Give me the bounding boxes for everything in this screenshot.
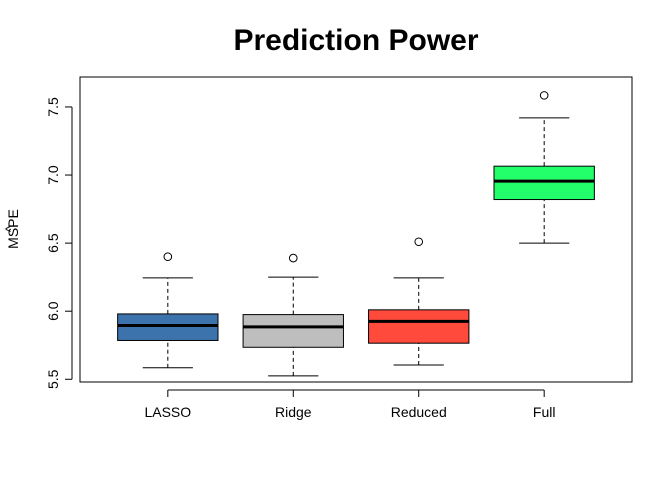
outlier-point [288,253,298,263]
x-tick-label: Full [533,404,556,420]
box-body [493,165,595,201]
outlier-point [539,91,549,100]
plot-frame [79,76,633,383]
x-axis: LASSO Ridge Reduced Full [144,389,556,420]
y-axis-label-hat: ^ [2,225,18,232]
chart-title: Prediction Power [233,24,478,57]
y-axis: 5.5 6.0 6.5 7.0 7.5 [45,97,73,389]
box-body [117,313,219,341]
box-body [368,309,470,344]
y-axis-label: MSPE [5,209,21,249]
x-tick-label: Ridge [275,404,312,420]
box-body [242,314,344,348]
boxes [117,91,595,377]
y-tick-label: 6.5 [45,233,61,253]
box-full [493,91,595,244]
outlier-point [163,252,173,262]
box-reduced [368,237,470,366]
outlier-point [414,237,424,247]
box-lasso [117,252,219,369]
box-ridge [242,253,344,377]
y-tick-label: 6.0 [45,301,61,321]
x-tick-label: Reduced [391,404,447,420]
y-tick-label: 7.0 [45,165,61,185]
y-tick-label: 5.5 [45,369,61,389]
y-tick-label: 7.5 [45,97,61,117]
x-tick-label: LASSO [144,404,191,420]
